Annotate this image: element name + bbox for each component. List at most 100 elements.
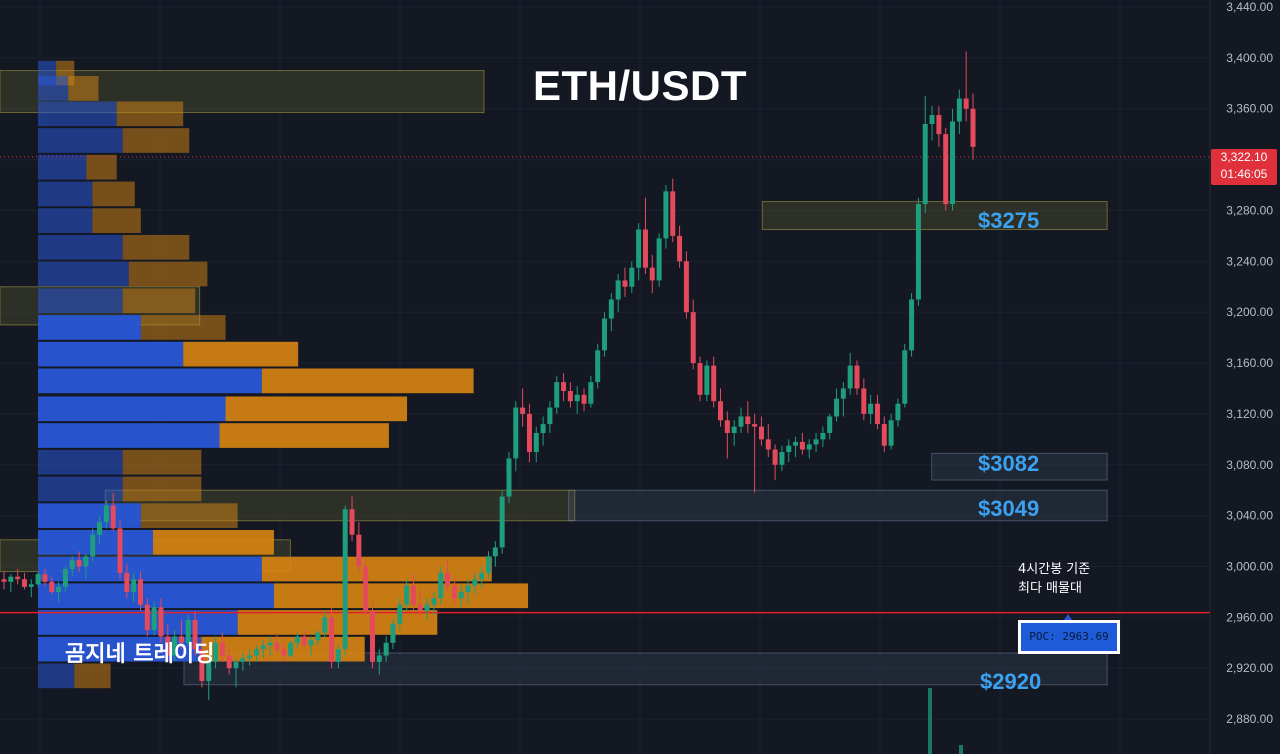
candle-body [410,585,416,605]
candle-body [253,649,259,656]
poc-annotation: 4시간봉 기준 최다 매물대 [1018,560,1090,598]
price-zone [931,452,1108,481]
candle-body [608,299,614,319]
candle-body [124,572,130,592]
candle-body [506,458,512,497]
candle-body [970,108,976,147]
volume-profile-buy-bar [38,128,123,153]
volume-profile-buy-bar [38,449,123,475]
y-tick-label: 3,000.00 [1226,560,1273,574]
candle-body [834,398,840,417]
candle-body [424,604,430,612]
y-tick-label: 2,960.00 [1226,610,1273,624]
candle-body [445,572,451,586]
candle-body [199,649,205,681]
volume-profile-buy-bar [38,476,123,502]
volume-profile-buy-bar [38,610,238,635]
candle-body [472,579,478,586]
candle-body [479,572,485,580]
candle-body [595,350,601,383]
y-tick-label: 2,880.00 [1226,712,1273,726]
candle-body [62,569,68,587]
candle-body [15,576,21,580]
volume-bar [928,688,932,754]
volume-profile-buy-bar [38,76,69,101]
candle-body [677,235,683,262]
candle-body [533,432,539,453]
price-zone [568,489,1108,522]
candle-body [649,267,655,281]
candle-body [588,382,594,404]
candle-body [151,607,157,631]
candle-body [117,528,123,573]
candle-body [861,388,867,414]
candle-body [185,619,191,643]
candle-body [697,363,703,395]
volume-profile-sell-bar [122,449,202,475]
volume-profile-buy-bar [38,368,262,394]
candle-body [219,642,225,656]
volume-profile-sell-bar [116,101,184,127]
candle-body [213,642,219,662]
candle-body [902,350,908,404]
volume-profile-buy-bar [38,261,129,287]
candle-body [438,572,444,599]
candle-body [554,382,560,408]
y-tick-label: 3,280.00 [1226,203,1273,217]
candle-body [881,424,887,446]
candle-body [799,441,805,450]
candle-body [35,574,41,585]
candle-body [390,623,396,643]
volume-profile-sell-bar [140,315,226,340]
candle-body [779,452,785,465]
candle-body [724,420,730,433]
candle-body [492,547,498,557]
candle-body [636,229,642,268]
candle-body [922,123,928,205]
volume-profile-buy-bar [38,341,184,367]
poc-label: POC: 2963.69 [1018,620,1120,654]
candle-body [772,449,778,465]
volume-profile-buy-bar [38,556,262,582]
volume-profile-buy-bar [38,503,141,528]
candle-body [738,416,744,427]
candle-body [465,585,471,592]
volume-profile-sell-bar [122,288,196,314]
volume-profile-buy-bar [38,529,153,555]
candle-body [90,534,96,557]
candle-body [451,585,457,599]
candle-body [745,416,751,425]
candle-body [820,432,826,440]
candle-body [622,280,628,287]
current-price-tag: 3,322.10 01:46:05 [1211,149,1277,185]
candle-body [827,416,833,433]
candle-body [315,632,321,641]
candle-body [404,585,410,605]
volume-profile-buy-bar [38,663,75,689]
candle-body [574,394,580,402]
candle-body [376,655,382,662]
candle-body [895,403,901,421]
candle-body [42,574,48,582]
candle-body [868,403,874,414]
volume-profile-sell-bar [225,396,408,422]
level-label-2920: $2920 [980,669,1042,694]
candle-body [758,426,764,440]
candle-body [909,299,915,351]
candle-body [540,424,546,433]
candle-body [137,579,143,605]
candle-body [383,642,389,656]
y-tick-label: 3,240.00 [1226,254,1273,268]
candle-body [526,413,532,453]
volume-profile-sell-bar [92,181,135,207]
candle-body [165,636,171,656]
volume-profile-buy-bar [38,583,274,609]
candle-body [793,441,799,446]
volume-profile-sell-bar [74,663,111,689]
current-price-value: 3,322.10 [1220,150,1268,164]
candle-body [943,134,949,205]
volume-profile-sell-bar [261,556,492,582]
candle-body [642,229,648,268]
